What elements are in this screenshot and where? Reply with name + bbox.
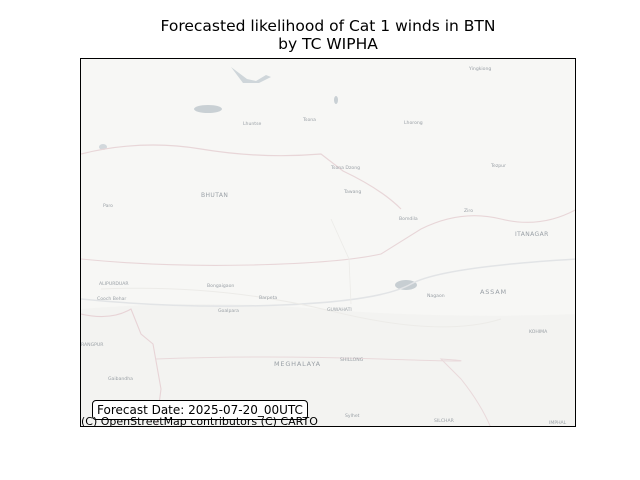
- city-label: SHILLONG: [340, 358, 364, 363]
- place-label: RANGPUR: [81, 343, 104, 348]
- road-line: [330, 218, 352, 305]
- lake-shape: [231, 67, 271, 83]
- lake-shape: [194, 105, 222, 113]
- city-label: SILCHAR: [434, 419, 454, 424]
- place-label: Paro: [103, 204, 113, 209]
- place-label: Yingkiong: [469, 67, 492, 72]
- region-label: MEGHALAYA: [274, 360, 321, 368]
- title-line-1: Forecasted likelihood of Cat 1 winds in …: [160, 17, 496, 35]
- place-label: ALIPURDUAR: [99, 282, 129, 287]
- place-label: Lhuntse: [243, 122, 262, 127]
- chart-title: Forecasted likelihood of Cat 1 winds in …: [0, 17, 640, 53]
- forecast-date-box: Forecast Date: 2025-07-20_00UTC: [92, 400, 308, 420]
- place-label: Goalpara: [218, 309, 239, 314]
- boundary-line: [81, 308, 162, 426]
- place-label: Bomdila: [399, 217, 418, 222]
- place-label: KOHIMA: [529, 330, 548, 335]
- title-line-2: by TC WIPHA: [278, 35, 378, 53]
- boundary-line: [81, 209, 575, 266]
- lake-shape: [334, 96, 338, 104]
- road-line: [100, 287, 502, 328]
- city-label: IMPHAL: [549, 421, 567, 426]
- map-panel[interactable]: Lhuntse Tsona Lhorong Yingkiong Tsona Dz…: [80, 58, 576, 427]
- river-island: [395, 280, 417, 290]
- place-label: Ziro: [464, 209, 474, 214]
- place-label: Tezpur: [491, 164, 506, 169]
- city-label: GUWAHATI: [327, 308, 352, 313]
- basemap-layer: [81, 59, 575, 426]
- boundary-line: [81, 144, 402, 210]
- city-label: ITANAGAR: [515, 231, 549, 238]
- place-label: Nagaon: [427, 294, 445, 299]
- place-label: Gaibandha: [108, 377, 133, 382]
- place-label: Tawang: [344, 190, 362, 195]
- region-label: ASSAM: [480, 288, 507, 296]
- place-label: Barpeta: [259, 296, 278, 301]
- river-line: [81, 258, 575, 307]
- region-label: BHUTAN: [201, 192, 229, 199]
- place-label: Bongaigaon: [207, 284, 235, 289]
- place-label: Cooch Behar: [97, 297, 127, 302]
- map-attribution: (C) OpenStreetMap contributors (C) CARTO: [81, 415, 318, 427]
- place-label: Lhorong: [404, 121, 423, 126]
- place-label: Tsona: [303, 118, 316, 123]
- place-label: Sylhet: [345, 414, 360, 419]
- boundary-line: [155, 356, 491, 426]
- place-label: Tsona Dzong: [331, 166, 361, 171]
